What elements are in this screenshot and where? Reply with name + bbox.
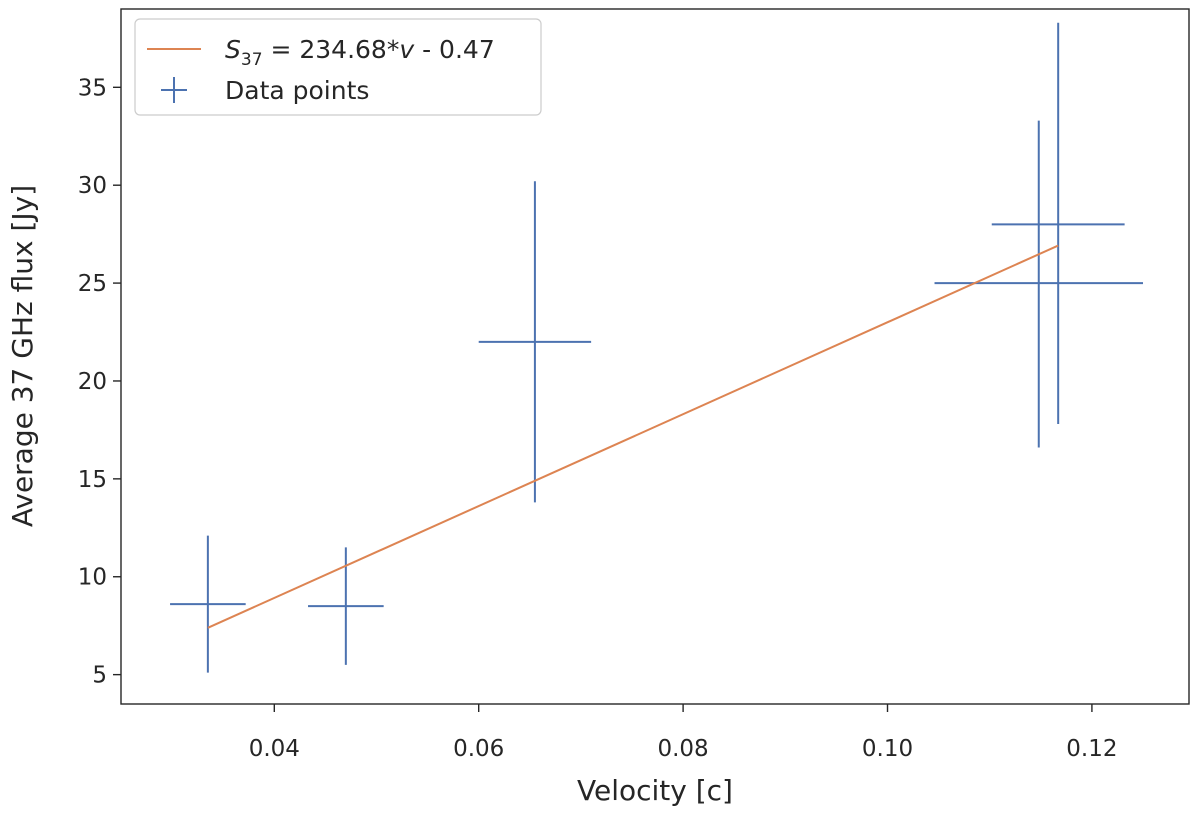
y-axis: 5 10 15 20 25 30 35 [78,75,121,689]
legend: S37 = 234.68*v - 0.47 Data points [134,18,542,116]
y-tick-label: 20 [78,369,107,395]
x-tick-label: 0.04 [249,736,300,762]
data-point-2 [308,547,384,665]
data-point-5 [991,22,1125,425]
y-tick-label: 5 [92,663,107,689]
y-tick-label: 10 [78,565,107,591]
y-tick-label: 15 [78,467,107,493]
fit-line [207,244,1059,629]
legend-box [134,18,542,116]
x-axis-label: Velocity [c] [577,774,733,807]
legend-fit-label: S37 = 234.68*v - 0.47 [225,35,495,70]
y-axis-label: Average 37 GHz flux [Jy] [6,185,39,527]
plot-area [120,8,1190,705]
data-point-4 [934,120,1144,448]
x-tick-label: 0.06 [453,736,504,762]
chart-marks [170,22,1144,673]
y-tick-label: 25 [78,271,107,297]
legend-data-label: Data points [225,76,369,105]
x-tick-label: 0.10 [862,736,913,762]
x-axis: 0.04 0.06 0.08 0.10 0.12 [249,704,1118,762]
x-tick-label: 0.12 [1066,736,1117,762]
y-tick-label: 35 [78,75,107,101]
data-point-1 [170,535,246,673]
x-tick-label: 0.08 [657,736,708,762]
y-tick-label: 30 [78,173,107,199]
legend-data-swatch [161,77,187,103]
data-point-3 [478,181,592,503]
